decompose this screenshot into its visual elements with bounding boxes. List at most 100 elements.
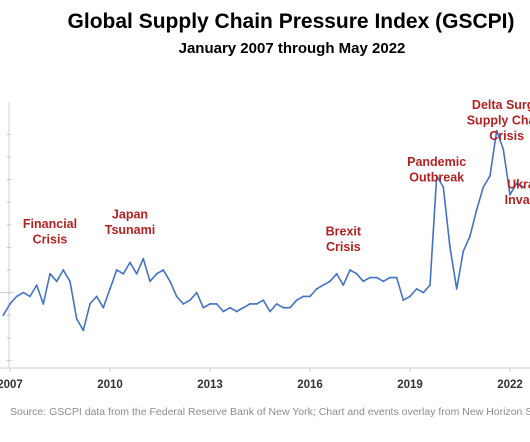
gscpi-data-point — [369, 276, 371, 279]
gscpi-data-point — [162, 269, 165, 271]
event-annotation-label: Crisis — [326, 240, 361, 254]
gscpi-data-point — [329, 280, 331, 283]
gscpi-data-point — [342, 284, 345, 287]
gscpi-data-point — [422, 291, 425, 294]
gscpi-data-point — [15, 295, 18, 298]
gscpi-data-point — [415, 287, 418, 290]
gscpi-data-point — [402, 299, 405, 302]
event-annotation-label: Tsunami — [105, 223, 155, 237]
gscpi-data-point — [222, 310, 225, 313]
gscpi-data-point — [169, 280, 171, 283]
x-tick-label: 2016 — [297, 379, 323, 391]
gscpi-data-point — [515, 182, 518, 185]
x-tick-label: 2010 — [97, 379, 123, 391]
gscpi-data-point — [29, 295, 31, 298]
gscpi-data-point — [75, 318, 78, 320]
gscpi-data-point — [215, 303, 218, 305]
gscpi-data-point — [355, 272, 358, 275]
gscpi-data-point — [109, 287, 111, 290]
gscpi-data-point — [475, 208, 478, 211]
gscpi-data-point — [175, 295, 178, 298]
gscpi-data-point — [442, 186, 445, 189]
gscpi-data-point — [395, 276, 398, 279]
gscpi-data-point — [42, 303, 45, 305]
gscpi-data-point — [435, 174, 438, 177]
gscpi-data-point — [242, 306, 245, 309]
gscpi-data-point — [202, 306, 205, 309]
gscpi-data-point — [375, 276, 378, 279]
gscpi-data-point — [322, 284, 325, 287]
chart-series — [2, 129, 525, 332]
gscpi-data-point — [522, 186, 525, 189]
gscpi-data-point — [362, 280, 365, 283]
event-annotation-label: Delta Surge — [472, 98, 530, 112]
gscpi-data-point — [349, 269, 351, 271]
gscpi-data-point — [429, 284, 431, 287]
gscpi-data-point — [335, 272, 338, 275]
gscpi-data-point — [69, 280, 71, 283]
chart-axes: 2007 2010 2013 2016 2019 2022 — [0, 102, 530, 391]
gscpi-data-point — [49, 272, 51, 275]
gscpi-data-point — [115, 269, 118, 271]
chart-title: Global Supply Chain Pressure Index (GSCP… — [67, 10, 515, 33]
event-annotation-label: Financial — [23, 217, 77, 231]
gscpi-data-point — [229, 306, 231, 309]
gscpi-data-point — [122, 272, 125, 275]
gscpi-data-point — [142, 257, 145, 260]
gscpi-data-point — [289, 306, 291, 309]
gscpi-data-point — [129, 261, 131, 264]
gscpi-data-point — [82, 329, 85, 332]
event-annotation-label: Japan — [112, 208, 148, 222]
gscpi-data-point — [235, 310, 238, 313]
event-annotation-label: Invasion — [505, 193, 530, 207]
event-annotation-label: Crisis — [489, 129, 524, 143]
gscpi-data-point — [195, 291, 198, 294]
gscpi-data-point — [262, 299, 265, 302]
gscpi-data-point — [455, 287, 458, 290]
gscpi-data-point — [135, 272, 138, 275]
gscpi-data-point — [182, 303, 185, 305]
gscpi-data-point — [282, 306, 285, 309]
gscpi-data-point — [269, 310, 271, 313]
x-tick-label: 2019 — [397, 379, 423, 391]
gscpi-data-point — [22, 291, 25, 294]
gscpi-data-point — [35, 284, 38, 287]
gscpi-data-point — [409, 295, 411, 298]
x-tick-label: 2022 — [497, 379, 523, 391]
gscpi-data-point — [309, 295, 311, 298]
gscpi-data-point — [95, 295, 98, 298]
gscpi-data-point — [55, 280, 58, 283]
gscpi-data-point — [302, 295, 305, 298]
event-annotation-label: Brexit — [326, 225, 362, 239]
gscpi-data-point — [2, 314, 5, 317]
gscpi-data-point — [315, 287, 318, 290]
gscpi-data-point — [495, 129, 498, 132]
gscpi-data-point — [489, 174, 491, 177]
gscpi-data-point — [62, 269, 65, 271]
gscpi-data-point — [209, 303, 211, 305]
x-tick-label: 2007 — [0, 379, 23, 391]
gscpi-data-point — [189, 299, 191, 302]
event-annotation-label: Supply Chain — [467, 114, 530, 128]
gscpi-data-point — [462, 250, 465, 253]
gscpi-data-point — [389, 276, 391, 279]
gscpi-data-point — [449, 246, 451, 249]
event-annotation-label: Ukraine — [507, 178, 530, 192]
event-annotation-label: Pandemic — [407, 155, 466, 169]
event-annotation-label: Outbreak — [409, 170, 464, 184]
gscpi-data-point — [482, 186, 485, 189]
event-annotation-label: Crisis — [33, 233, 68, 247]
gscpi-data-point — [149, 280, 151, 283]
gscpi-data-point — [509, 193, 511, 196]
gscpi-data-point — [295, 299, 298, 302]
gscpi-data-point — [469, 235, 471, 238]
gscpi-data-point — [155, 272, 158, 275]
gscpi-data-point — [502, 148, 505, 151]
gscpi-data-point — [275, 303, 278, 305]
chart-subtitle: January 2007 through May 2022 — [178, 40, 406, 57]
gscpi-data-point — [382, 280, 385, 283]
gscpi-data-point — [249, 303, 251, 305]
source-note: Source: GSCPI data from the Federal Rese… — [10, 406, 530, 418]
